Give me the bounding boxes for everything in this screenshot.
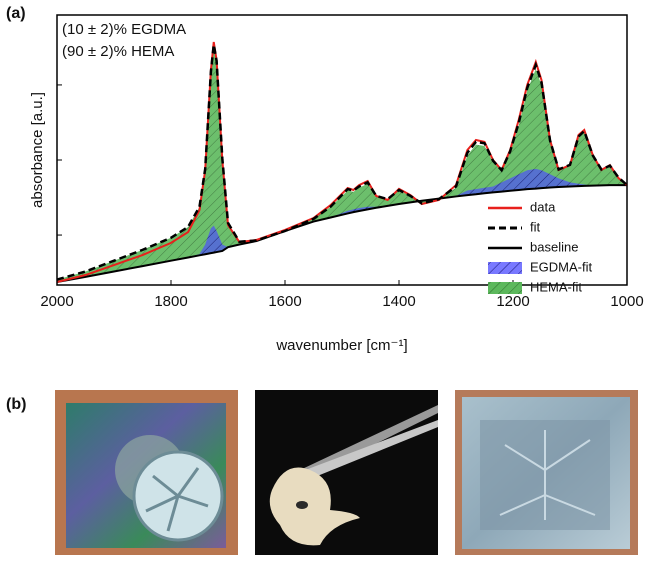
legend-swatch — [488, 262, 522, 274]
x-tick-label: 1800 — [154, 293, 187, 310]
x-tick-label: 1000 — [610, 293, 643, 310]
y-axis-label: absorbance [a.u.] — [29, 92, 46, 208]
legend-label: baseline — [530, 239, 578, 254]
x-tick-label: 1600 — [268, 293, 301, 310]
figure: (a) (b) (10 ± 2)% EGDMA (90 ± 2)% HEMA w… — [0, 0, 645, 567]
annotation: (90 ± 2)% HEMA — [62, 43, 174, 60]
legend-label: EGDMA-fit — [530, 259, 593, 274]
x-tick-label: 1200 — [496, 293, 529, 310]
legend-swatch — [488, 282, 522, 294]
sample-hole — [296, 501, 308, 509]
legend-label: fit — [530, 219, 541, 234]
x-tick-label: 2000 — [40, 293, 73, 310]
annotation: (10 ± 2)% EGDMA — [62, 21, 186, 38]
legend-label: HEMA-fit — [530, 279, 582, 294]
x-tick-label: 1400 — [382, 293, 415, 310]
panel-label: (a) — [6, 5, 26, 22]
x-axis-label: wavenumber [cm⁻¹] — [275, 337, 407, 354]
panel-label: (b) — [6, 396, 26, 413]
photos — [55, 390, 638, 555]
legend-label: data — [530, 199, 556, 214]
photo-2 — [255, 390, 438, 555]
